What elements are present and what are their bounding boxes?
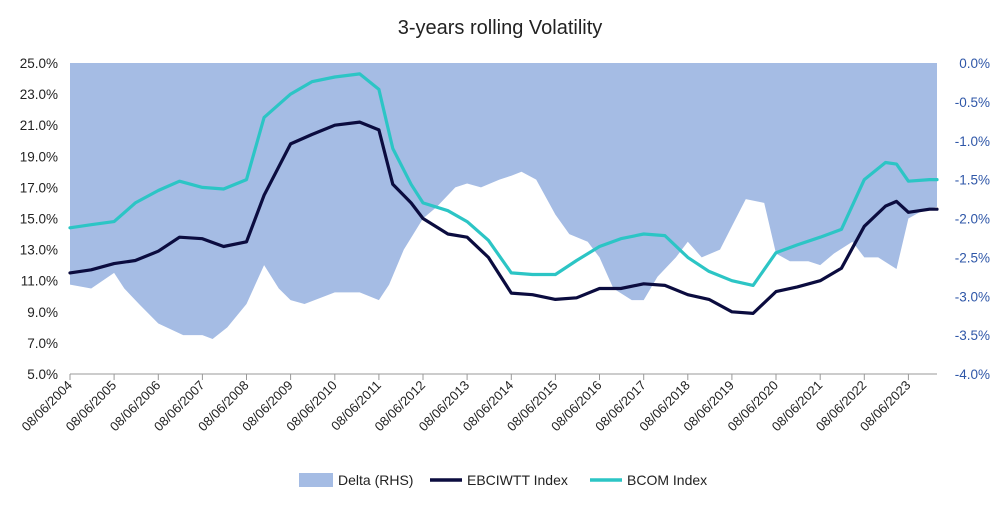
left-tick-label: 19.0% xyxy=(20,149,58,164)
index-lines-layer xyxy=(68,72,939,315)
right-tick-label: -3.0% xyxy=(955,289,990,304)
left-tick-label: 9.0% xyxy=(27,305,58,320)
left-tick-label: 25.0% xyxy=(20,56,58,71)
right-tick-label: -1.5% xyxy=(955,173,990,188)
legend: Delta (RHS) EBCIWTT Index BCOM Index xyxy=(299,472,707,488)
left-tick-label: 17.0% xyxy=(20,180,58,195)
series-line-ebciwtt xyxy=(68,120,939,315)
right-tick-label: -2.5% xyxy=(955,250,990,265)
legend-label-ebciwtt: EBCIWTT Index xyxy=(467,472,568,488)
series-line-bcom xyxy=(68,72,939,287)
left-tick-label: 21.0% xyxy=(20,118,58,133)
x-axis: 08/06/200408/06/200508/06/200608/06/2007… xyxy=(18,373,937,434)
left-tick-label: 23.0% xyxy=(20,87,58,102)
right-tick-label: -0.5% xyxy=(955,95,990,110)
left-tick-label: 13.0% xyxy=(20,243,58,258)
right-tick-label: 0.0% xyxy=(959,56,990,71)
left-tick-label: 11.0% xyxy=(21,274,58,289)
legend-label-bcom: BCOM Index xyxy=(627,472,707,488)
left-tick-label: 15.0% xyxy=(20,212,58,227)
right-y-axis: 0.0% -0.5% -1.0% -1.5% -2.0% -2.5% -3.0% -3.5% -… xyxy=(955,56,990,382)
right-tick-label: -1.0% xyxy=(955,134,990,149)
legend-swatch-delta xyxy=(299,473,333,487)
legend-label-delta: Delta (RHS) xyxy=(338,472,413,488)
right-tick-label: -4.0% xyxy=(955,367,990,382)
delta-area-layer xyxy=(70,63,937,339)
chart-title: 3-years rolling Volatility xyxy=(398,17,603,39)
left-tick-label: 7.0% xyxy=(27,336,58,351)
series-area-delta xyxy=(70,63,937,339)
left-tick-label: 5.0% xyxy=(27,367,58,382)
right-tick-label: -2.0% xyxy=(955,212,990,227)
right-tick-label: -3.5% xyxy=(955,328,990,343)
left-y-axis: 25.0% 23.0% 21.0% 19.0% 17.0% 15.0% 13.0% 11.0%… xyxy=(20,56,58,382)
